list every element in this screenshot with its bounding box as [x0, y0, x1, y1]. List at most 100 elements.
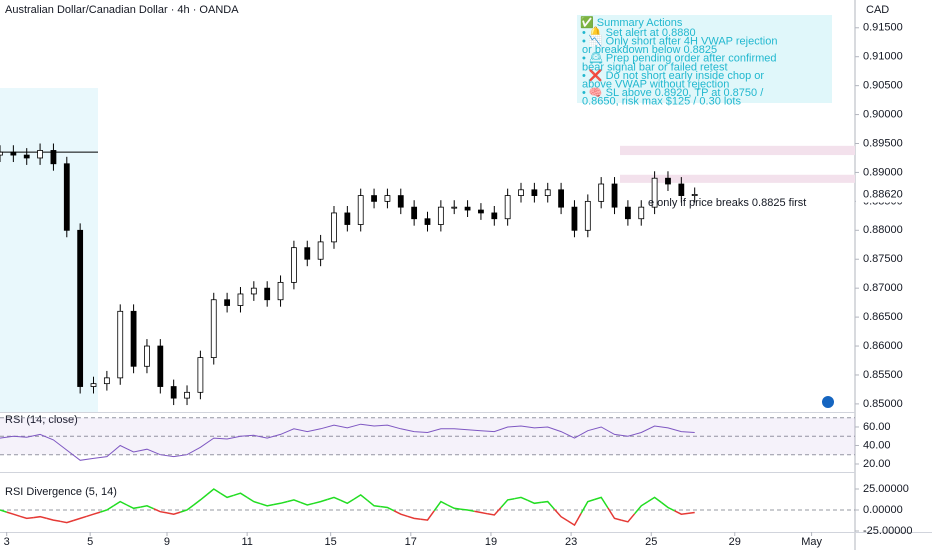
- last-price-box: [856, 186, 912, 203]
- x-tick-label: 17: [405, 536, 417, 548]
- y-tick-label: 40.00: [863, 439, 891, 451]
- divergence-segment: [86, 511, 101, 518]
- candle-body: [291, 247, 297, 283]
- divergence-segment: [246, 496, 261, 505]
- divergence-segment: [527, 499, 542, 505]
- x-tick-label: May: [801, 536, 822, 548]
- divergence-segment: [621, 513, 636, 523]
- y-tick-label: 0.89500: [863, 137, 903, 149]
- divergence-segment: [447, 504, 461, 510]
- note: e only if price breaks 0.8825 first: [648, 197, 806, 209]
- candle-body: [518, 189, 524, 196]
- divergence-segment: [59, 519, 74, 524]
- candle-body: [665, 177, 671, 185]
- x-tick-label: 11: [241, 536, 252, 548]
- annotation-line: • 🕰 Prep pending order after confirmed: [582, 52, 777, 65]
- divergence-segment: [674, 510, 689, 515]
- candle-body: [478, 209, 484, 214]
- divergence-segment: [366, 499, 381, 508]
- divergence-segment: [260, 502, 275, 507]
- annotation-line: or breakdown below 0.8825: [582, 44, 717, 56]
- x-tick-label: 19: [485, 536, 497, 548]
- y-tick-label: 0.90000: [863, 108, 903, 120]
- divergence-segment: [19, 515, 34, 520]
- divergence-segment: [166, 511, 181, 515]
- candle-body: [611, 183, 618, 208]
- divergence-segment: [514, 496, 528, 501]
- candle-body: [90, 383, 97, 387]
- x-tick-label: 15: [325, 536, 337, 548]
- divergence-segment: [687, 511, 695, 515]
- divergence-segment: [393, 510, 408, 518]
- y-tick-label: 25.00000: [863, 483, 909, 495]
- divergence-title: RSI Divergence (5, 14): [5, 486, 117, 498]
- y-tick-label: 0.00000: [863, 504, 903, 516]
- y-tick-label: 60.00: [863, 421, 891, 433]
- zone: [620, 174, 855, 183]
- divergence-segment: [647, 496, 662, 504]
- candle-body: [130, 310, 137, 367]
- candle-body: [224, 299, 231, 306]
- candle-body: [691, 194, 698, 196]
- candle-body: [77, 229, 84, 387]
- rsi-title: RSI (14, close): [5, 414, 78, 426]
- divergence-segment: [474, 510, 488, 515]
- candle-body: [384, 195, 391, 202]
- candle-body: [437, 206, 444, 225]
- divergence-segment: [580, 498, 595, 514]
- x-tick-label: 5: [87, 536, 93, 548]
- y-tick-label: 0.87500: [863, 253, 903, 265]
- candle-body: [598, 183, 605, 202]
- divergence-segment: [541, 500, 555, 510]
- candle-body: [397, 195, 404, 208]
- currency-label: CAD: [866, 4, 889, 16]
- divergence-segment: [500, 497, 515, 508]
- candle-body: [197, 357, 204, 393]
- divergence-segment: [327, 496, 341, 501]
- candle-body: [558, 189, 564, 208]
- x-tick-label: 25: [645, 536, 657, 548]
- y-tick-label: -25.00000: [863, 525, 913, 537]
- divergence-segment: [46, 517, 61, 523]
- divergence-segment: [567, 513, 582, 527]
- candle-body: [304, 247, 311, 260]
- candle-body: [624, 206, 631, 220]
- candle-body: [0, 151, 3, 156]
- y-tick-label: 0.91500: [863, 22, 903, 34]
- candle-body: [170, 386, 177, 399]
- divergence-segment: [6, 511, 21, 518]
- annotation-line: bear signal bar or failed retest: [582, 61, 728, 73]
- candle-body: [424, 218, 431, 225]
- x-tick-label: 3: [4, 536, 10, 548]
- divergence-segment: [33, 515, 47, 520]
- divergence-segment: [460, 508, 475, 513]
- candle-body: [10, 151, 17, 156]
- y-tick-label: 0.89000: [863, 166, 903, 178]
- divergence-segment: [193, 493, 208, 506]
- candle-body: [250, 287, 257, 295]
- annotation-box: [577, 15, 832, 103]
- y-tick-label: 0.85000: [863, 398, 903, 410]
- divergence-segment: [634, 500, 649, 515]
- y-tick-label: 0.90500: [863, 80, 903, 92]
- candle-body: [371, 195, 377, 202]
- divergence-segment: [126, 504, 141, 510]
- candle-body: [50, 150, 57, 165]
- divergence-segment: [0, 509, 7, 513]
- candle-body: [117, 310, 124, 379]
- divergence-segment: [206, 488, 221, 496]
- divergence-segment: [487, 507, 502, 516]
- annotation-line: • 🧠 SL above 0.8920, TP at 0.8750 /: [582, 86, 764, 99]
- divergence-segment: [180, 504, 195, 513]
- candle-body: [584, 200, 591, 231]
- candle-body: [23, 154, 30, 159]
- divergence-segment: [380, 505, 395, 512]
- divergence-segment: [273, 500, 288, 506]
- divergence-segment: [607, 507, 622, 521]
- candle-body: [571, 206, 578, 231]
- divergence-segment: [660, 501, 675, 512]
- candle-body: [237, 293, 244, 306]
- candle-body: [277, 281, 284, 301]
- candle-body: [157, 345, 164, 387]
